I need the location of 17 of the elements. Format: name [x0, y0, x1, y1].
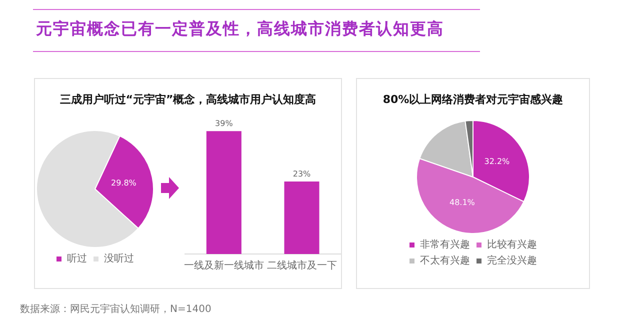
data-label: 23% — [292, 170, 312, 179]
chart-title: 80%以上网络消费者对元宇宙感兴趣 — [382, 92, 564, 107]
x-tick-label: 二线城市及一下 — [266, 260, 337, 272]
text: 元宇宙概念已有一定普及性，高线城市消费者认知更高 — [36, 19, 444, 40]
data-label: 39% — [215, 119, 234, 128]
data-label: 29.8% — [110, 178, 137, 188]
text: 三成用户听过“元宇宙”概念，高线城市用户认知度高 — [58, 92, 318, 107]
legend-label: 比较有兴趣 — [487, 238, 537, 251]
legend-label: 不太有兴趣 — [420, 254, 470, 267]
legend-label: 非常有兴趣 — [420, 238, 470, 251]
data-label: 32.2% — [484, 157, 510, 166]
legend-label: 听过 — [67, 252, 87, 265]
legend-label: 没听过 — [104, 252, 134, 265]
source-note: 数据来源：网民元宇宙认知调研，N=1400 — [20, 302, 212, 316]
x-tick-label: 一线及新一线城市 — [184, 260, 264, 272]
legend-label: 完全没兴趣 — [487, 254, 537, 267]
data-label: 48.1% — [449, 198, 476, 208]
